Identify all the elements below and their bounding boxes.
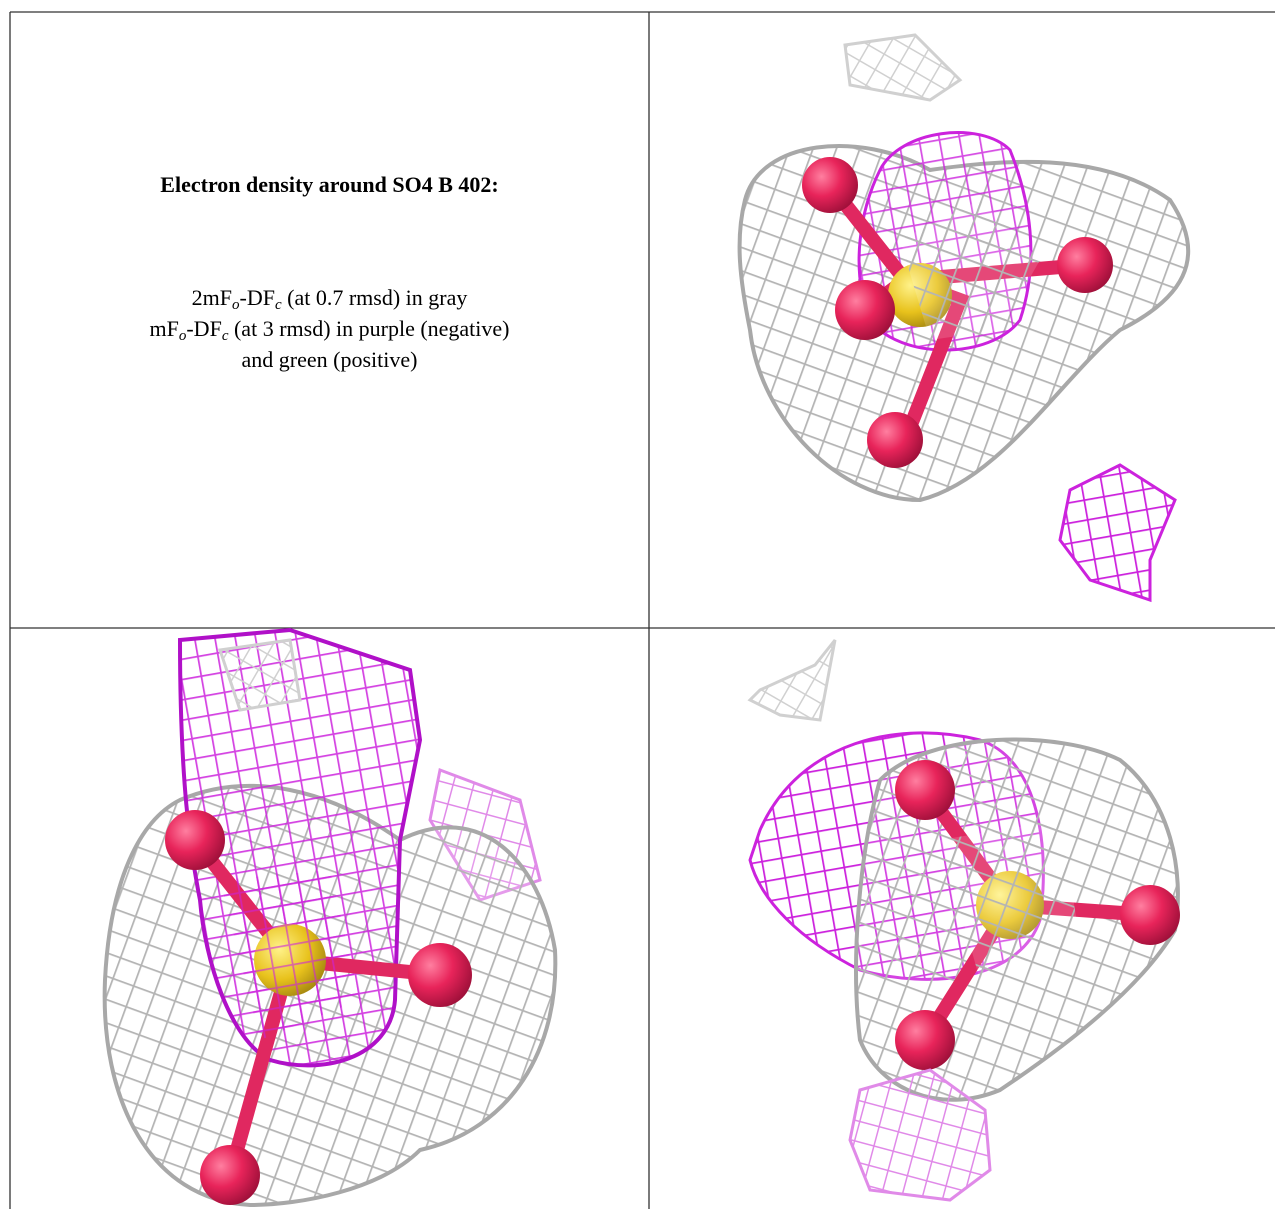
oxygen	[802, 157, 858, 213]
frame	[9, 11, 1275, 1209]
oxygen	[895, 760, 955, 820]
oxygen	[1057, 237, 1113, 293]
legend-line: and green (positive)	[10, 344, 649, 375]
mesh	[747, 639, 837, 722]
oxygen	[200, 1145, 260, 1205]
subscript: o	[178, 328, 187, 344]
purple-mesh	[1058, 463, 1177, 603]
text: (at 0.7 rmsd) in gray	[287, 285, 468, 310]
legend-line: 2mFo-DFc (at 0.7 rmsd) in gray	[10, 282, 649, 313]
text: 2mF	[191, 285, 232, 310]
text: -DF	[239, 285, 275, 310]
legend-line: mFo-DFc (at 3 rmsd) in purple (negative)	[10, 313, 649, 344]
density-view	[747, 639, 1180, 1202]
text: (at 3 rmsd) in purple (negative)	[233, 316, 510, 341]
subscript: c	[274, 297, 282, 313]
oxygen	[835, 280, 895, 340]
text: -DF	[186, 316, 222, 341]
oxygen	[408, 943, 472, 1007]
subscript: c	[221, 328, 229, 344]
density-view	[102, 627, 558, 1208]
oxygen	[1120, 885, 1180, 945]
text: mF	[149, 316, 179, 341]
gray-mesh	[900, 200, 1040, 340]
caption-legend: 2mFo-DFc (at 0.7 rmsd) in gray mFo-DFc (…	[10, 282, 649, 375]
subscript: o	[232, 297, 240, 313]
oxygen	[895, 1010, 955, 1070]
text: and green (positive)	[241, 347, 418, 372]
gray-mesh	[940, 820, 1080, 980]
oxygen	[165, 810, 225, 870]
pink-mesh	[848, 1068, 992, 1202]
caption-title: Electron density around SO4 B 402:	[160, 172, 499, 197]
density-view	[737, 33, 1191, 603]
oxygen	[867, 412, 923, 468]
mesh	[843, 33, 963, 102]
mesh	[218, 638, 302, 712]
purple-mesh	[220, 870, 360, 1040]
